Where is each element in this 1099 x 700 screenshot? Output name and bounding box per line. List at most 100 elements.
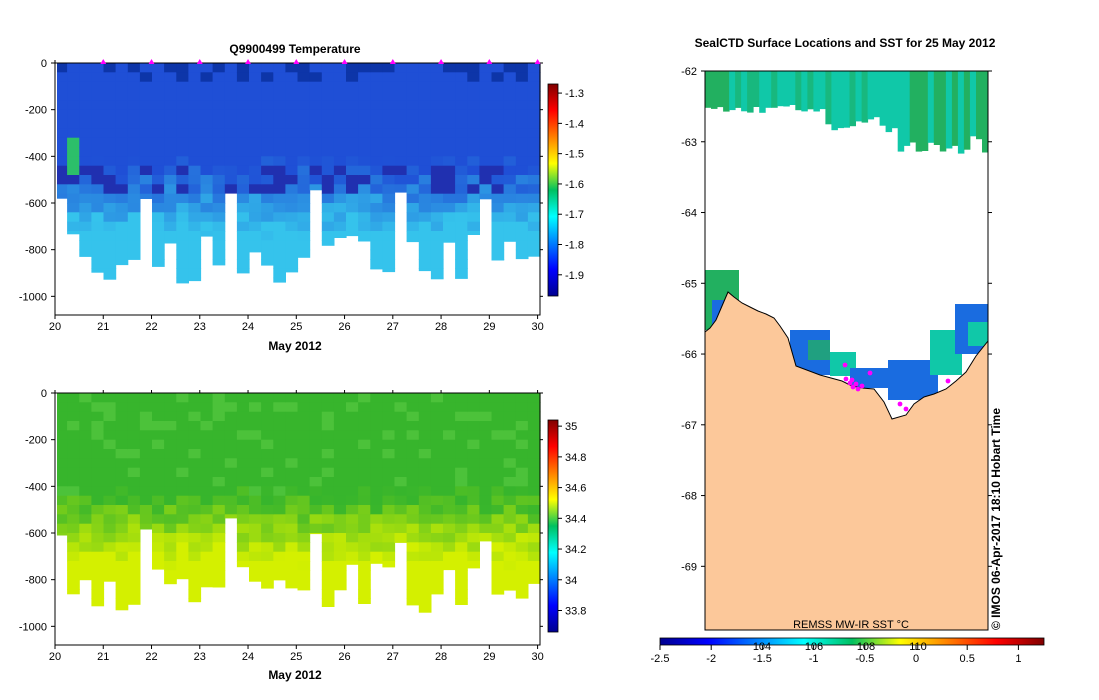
temperature-cell [236, 81, 250, 92]
salinity-cell [236, 523, 250, 534]
sst-ice-edge-cell [915, 71, 923, 152]
temperature-cell [406, 193, 420, 204]
temperature-cell [527, 240, 541, 251]
salinity-cell [321, 514, 335, 525]
temperature-cell [176, 109, 189, 120]
temperature-cell [443, 212, 456, 223]
temperature-cell [309, 175, 323, 185]
temperature-cell [321, 147, 335, 157]
temperature-cell [200, 175, 214, 185]
temperature-cell [430, 91, 444, 101]
temperature-cell [358, 175, 371, 185]
temperature-cell [261, 72, 274, 83]
salinity-cell [443, 523, 456, 534]
temperature-cell [176, 137, 189, 148]
salinity-cell [309, 411, 323, 422]
salinity-cell [491, 533, 505, 543]
ctd-location-marker [903, 406, 909, 412]
salinity-cell [527, 561, 541, 571]
salinity-cell [430, 439, 444, 450]
salinity-cell [79, 505, 92, 515]
temperature-cell [321, 72, 335, 83]
salinity-cell [200, 542, 214, 553]
salinity-cell [91, 514, 105, 525]
salinity-cell [346, 486, 359, 497]
salinity-cell [321, 505, 335, 515]
temperature-cell [79, 175, 92, 185]
salinity-cell [333, 570, 347, 581]
temperature-cell [261, 137, 274, 148]
temperature-cell [188, 137, 202, 148]
temperature-cell [358, 109, 371, 120]
salinity-cbar-tick-label: 34.4 [565, 513, 586, 525]
salinity-cell [67, 551, 80, 562]
temperature-cell [224, 137, 238, 148]
temperature-cbar-tick-label: -1.8 [565, 240, 584, 252]
salinity-cell [382, 449, 396, 459]
temperature-cell [273, 165, 286, 176]
temperature-cell [346, 109, 359, 120]
salinity-cell [503, 561, 517, 571]
salinity-cell [309, 449, 323, 459]
salinity-cell [309, 393, 323, 403]
salinity-cell [527, 393, 541, 403]
salinity-cell [321, 551, 335, 562]
temperature-cell [430, 100, 444, 111]
salinity-cell [430, 477, 444, 487]
temperature-cell [515, 203, 529, 213]
salinity-panel: 20 21 22 23 24 25 26 27 28 29 300-200-400-600-800-… [19, 388, 587, 682]
temperature-cell [200, 137, 214, 148]
temperature-cell [103, 137, 117, 148]
temperature-cell [200, 128, 214, 139]
temperature-cell [285, 137, 299, 148]
salinity-cell [527, 467, 541, 478]
temperature-cell [200, 81, 214, 92]
sst-colorbar [659, 637, 1045, 646]
salinity-cell [370, 430, 383, 441]
temperature-cell [261, 165, 274, 176]
salinity-cell [91, 551, 105, 562]
temperature-cell [200, 63, 214, 73]
salinity-cell [358, 579, 371, 590]
salinity-cell [418, 533, 432, 543]
salinity-cell [91, 561, 105, 571]
salinity-xlabel: May 2012 [268, 668, 322, 682]
temperature-cell [333, 119, 347, 129]
temperature-cell [333, 81, 347, 92]
ctd-location-marker [945, 378, 951, 384]
salinity-xtick-label: 26 [338, 651, 350, 663]
salinity-cell [503, 486, 517, 497]
temperature-cell [418, 165, 432, 176]
salinity-cell [236, 561, 250, 568]
salinity-cell [358, 486, 371, 497]
salinity-cell [430, 533, 444, 543]
salinity-cell [79, 561, 92, 571]
temperature-cell [127, 193, 141, 204]
temperature-cell [57, 137, 68, 148]
salinity-cell [67, 579, 80, 590]
salinity-cell [91, 430, 105, 441]
salinity-cell [176, 505, 189, 515]
salinity-cell [443, 477, 456, 487]
salinity-cell [188, 467, 202, 478]
temperature-cell [443, 63, 456, 73]
salinity-cell [443, 467, 456, 478]
temperature-cell [297, 100, 311, 111]
profile-marker [196, 59, 203, 64]
salinity-cell [479, 514, 493, 525]
map-ytick-label: -68 [681, 491, 697, 503]
temperature-cell [418, 147, 432, 157]
salinity-cell [139, 514, 153, 525]
sst-ice-edge-cell [813, 71, 820, 112]
salinity-cell [515, 430, 529, 441]
temperature-cell [455, 81, 468, 92]
salinity-cell [467, 411, 480, 422]
salinity-cell [346, 495, 359, 506]
salinity-cell [152, 421, 165, 431]
temperature-cell [394, 72, 408, 83]
salinity-cell [57, 505, 68, 515]
salinity-cell [273, 533, 286, 543]
salinity-cell [103, 467, 117, 478]
salinity-cell [382, 551, 396, 562]
salinity-cell [200, 402, 214, 413]
